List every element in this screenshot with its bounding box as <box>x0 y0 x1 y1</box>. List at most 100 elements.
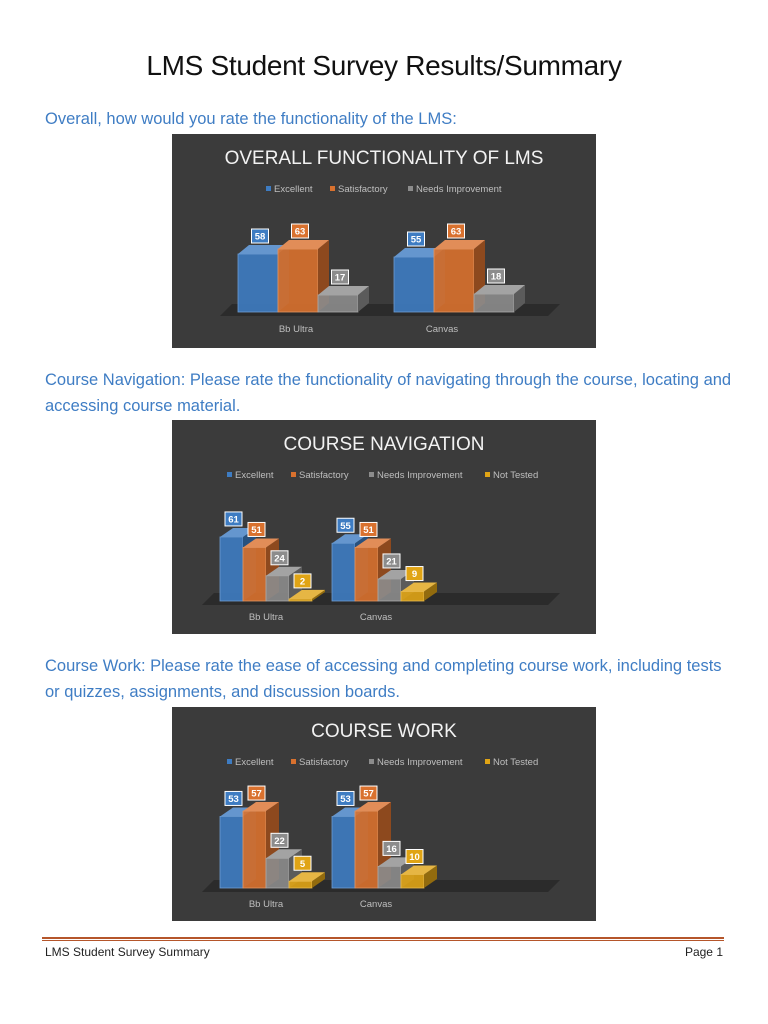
bar-course-navigation-0-3 <box>288 589 325 602</box>
bar-top <box>289 872 325 882</box>
data-label-box-overall-functionality-of-lms-0-1 <box>291 223 309 239</box>
footer-divider <box>42 937 724 941</box>
bar-overall-functionality-of-lms-0-2 <box>317 286 369 313</box>
bar-front <box>317 294 359 313</box>
data-label-box-course-work-1-1 <box>359 785 378 801</box>
data-label-box-course-navigation-0-3 <box>293 573 312 589</box>
bar-course-work-1-2 <box>377 857 414 889</box>
bar-top <box>243 802 279 812</box>
data-label-course-work-0-3: 5 <box>300 859 306 870</box>
bar-top <box>355 538 391 548</box>
data-label-overall-functionality-of-lms-1-0: 55 <box>411 235 422 246</box>
chart-course-work-svg: COURSE WORK Excellent Satisfactory Needs Im… <box>202 721 560 910</box>
category-label-1: Canvas <box>360 612 392 623</box>
category-label-0: Bb Ultra <box>279 324 314 335</box>
data-label-box-course-navigation-0-2 <box>270 550 289 566</box>
data-label-overall-functionality-of-lms-0-2: 17 <box>335 273 346 284</box>
data-label-course-navigation-1-3: 9 <box>412 569 417 580</box>
bar-top <box>434 240 485 249</box>
bar-side <box>424 865 437 888</box>
bar-front <box>277 248 319 313</box>
legend-swatch-2 <box>369 759 374 764</box>
data-label-course-work-0-0: 53 <box>228 794 239 805</box>
data-label-box-overall-functionality-of-lms-1-1 <box>447 223 465 239</box>
bar-front <box>400 874 425 889</box>
bar-front <box>265 857 290 889</box>
bar-top <box>474 285 525 294</box>
data-label-box-course-navigation-1-0 <box>336 517 355 533</box>
category-label-1: Canvas <box>360 899 392 910</box>
legend-label-2: Needs Improvement <box>416 184 502 195</box>
legend-label-1: Satisfactory <box>299 757 349 768</box>
bar-side <box>424 582 437 601</box>
bar-top <box>278 240 329 249</box>
chart-title: COURSE WORK <box>311 721 457 742</box>
bar-top <box>355 802 391 812</box>
question-course-work: Course Work: Please rate the ease of acc… <box>45 657 722 701</box>
legend-label-3: Not Tested <box>493 470 538 481</box>
legend-swatch-0 <box>227 759 232 764</box>
legend-swatch-0 <box>266 186 271 191</box>
data-label-box-overall-functionality-of-lms-1-2 <box>487 268 505 284</box>
chart-title: OVERALL FUNCTIONALITY OF LMS <box>225 148 544 169</box>
bar-top <box>266 849 302 859</box>
data-label-overall-functionality-of-lms-1-1: 63 <box>451 227 462 238</box>
bar-top <box>220 527 256 537</box>
legend-label-1: Satisfactory <box>338 184 388 195</box>
bar-front <box>242 810 267 889</box>
bar-course-work-0-3 <box>288 872 325 889</box>
legend-label-2: Needs Improvement <box>377 470 463 481</box>
data-label-box-overall-functionality-of-lms-0-2 <box>331 269 349 285</box>
bar-top <box>394 248 445 257</box>
legend-swatch-3 <box>485 472 490 477</box>
data-label-box-course-navigation-0-0 <box>224 511 243 527</box>
bar-top <box>401 582 437 592</box>
data-label-overall-functionality-of-lms-1-2: 18 <box>491 272 502 283</box>
data-label-course-navigation-0-3: 2 <box>300 576 305 587</box>
bar-course-navigation-1-3 <box>400 582 437 602</box>
bar-course-work-1-3 <box>400 865 437 889</box>
legend-label-1: Satisfactory <box>299 470 349 481</box>
data-label-course-work-1-3: 10 <box>409 852 420 863</box>
data-label-course-navigation-0-2: 24 <box>274 553 285 564</box>
chart-course-work: COURSE WORK Excellent Satisfactory Needs Im… <box>172 707 596 921</box>
data-label-box-course-navigation-0-1 <box>247 521 266 537</box>
data-label-course-work-1-1: 57 <box>363 789 374 800</box>
category-label-1: Canvas <box>426 324 458 335</box>
category-label-0: Bb Ultra <box>249 899 284 910</box>
data-label-overall-functionality-of-lms-0-0: 58 <box>255 232 266 243</box>
bar-top <box>332 534 368 544</box>
legend-label-0: Excellent <box>235 470 274 481</box>
bar-front <box>473 293 515 313</box>
footer-document-name: LMS Student Survey Summary <box>45 945 210 959</box>
data-label-course-navigation-1-2: 21 <box>386 556 397 567</box>
legend-swatch-2 <box>408 186 413 191</box>
legend-swatch-2 <box>369 472 374 477</box>
bar-front <box>400 591 425 602</box>
legend-label-0: Excellent <box>235 757 274 768</box>
data-label-course-work-0-2: 22 <box>274 836 285 847</box>
data-label-course-navigation-0-0: 61 <box>228 514 239 525</box>
bar-front <box>219 536 244 602</box>
data-label-box-course-navigation-1-2 <box>382 553 401 569</box>
bar-top <box>238 245 289 254</box>
data-label-course-work-1-0: 53 <box>340 794 351 805</box>
bar-front <box>288 880 313 889</box>
data-label-box-course-work-1-3 <box>405 849 424 864</box>
data-label-box-course-navigation-1-3 <box>405 566 424 582</box>
data-label-box-overall-functionality-of-lms-1-0 <box>407 231 425 247</box>
bar-front <box>354 810 379 889</box>
bar-top <box>401 865 437 875</box>
data-label-box-course-work-0-0 <box>224 790 243 806</box>
question-overall: Overall, how would you rate the function… <box>45 110 457 128</box>
question-course-navigation: Course Navigation: Please rate the funct… <box>45 371 732 415</box>
legend-label-2: Needs Improvement <box>377 757 463 768</box>
chart-overall-svg: OVERALL FUNCTIONALITY OF LMS Excellent Sat… <box>220 148 560 335</box>
data-label-box-course-work-0-3 <box>293 855 312 871</box>
data-label-box-course-work-1-0 <box>336 790 355 806</box>
data-label-box-course-work-1-2 <box>382 840 401 856</box>
bar-overall-functionality-of-lms-1-2 <box>473 285 525 313</box>
bar-side <box>312 872 325 888</box>
bar-front <box>219 816 244 889</box>
bar-front <box>288 598 313 602</box>
